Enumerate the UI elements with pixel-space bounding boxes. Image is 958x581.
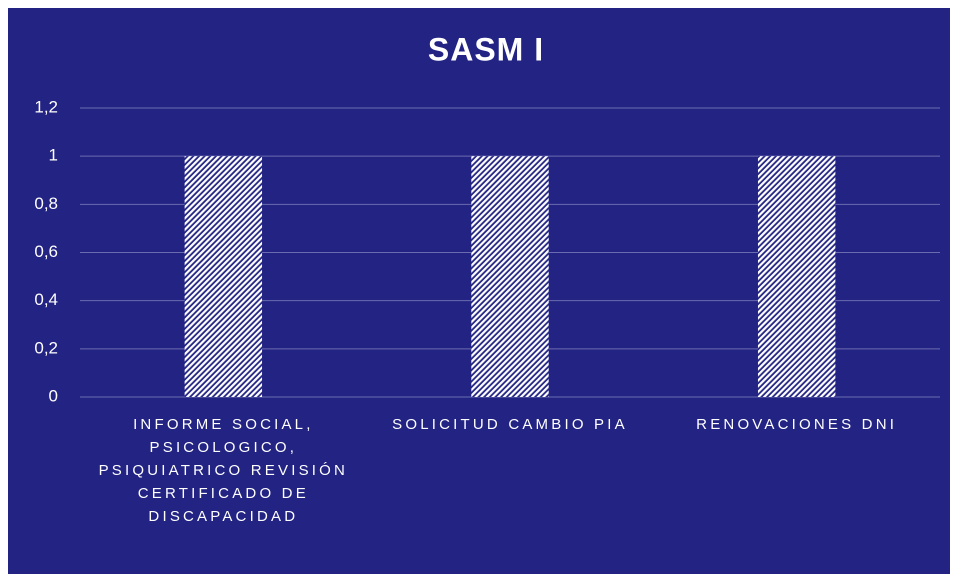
bar [184,156,263,397]
x-tick-label: RENOVACIONES DNI [696,416,898,433]
x-tick-label: SOLICITUD CAMBIO PIA [392,416,628,433]
y-tick-label: 0,4 [34,290,58,309]
x-tick-label: INFORME SOCIAL, PSICOLOGICO, PSIQUIATRIC… [98,416,349,525]
bar [471,156,549,397]
y-tick-label: 0,8 [34,194,58,213]
y-tick-label: 0,2 [34,338,58,357]
y-tick-label: 0,6 [34,242,58,261]
y-tick-label: 1,2 [34,97,58,116]
chart-title: SASM I [428,31,544,67]
y-tick-label: 1 [49,146,58,165]
y-tick-label: 0 [49,386,58,405]
bar [757,156,836,397]
